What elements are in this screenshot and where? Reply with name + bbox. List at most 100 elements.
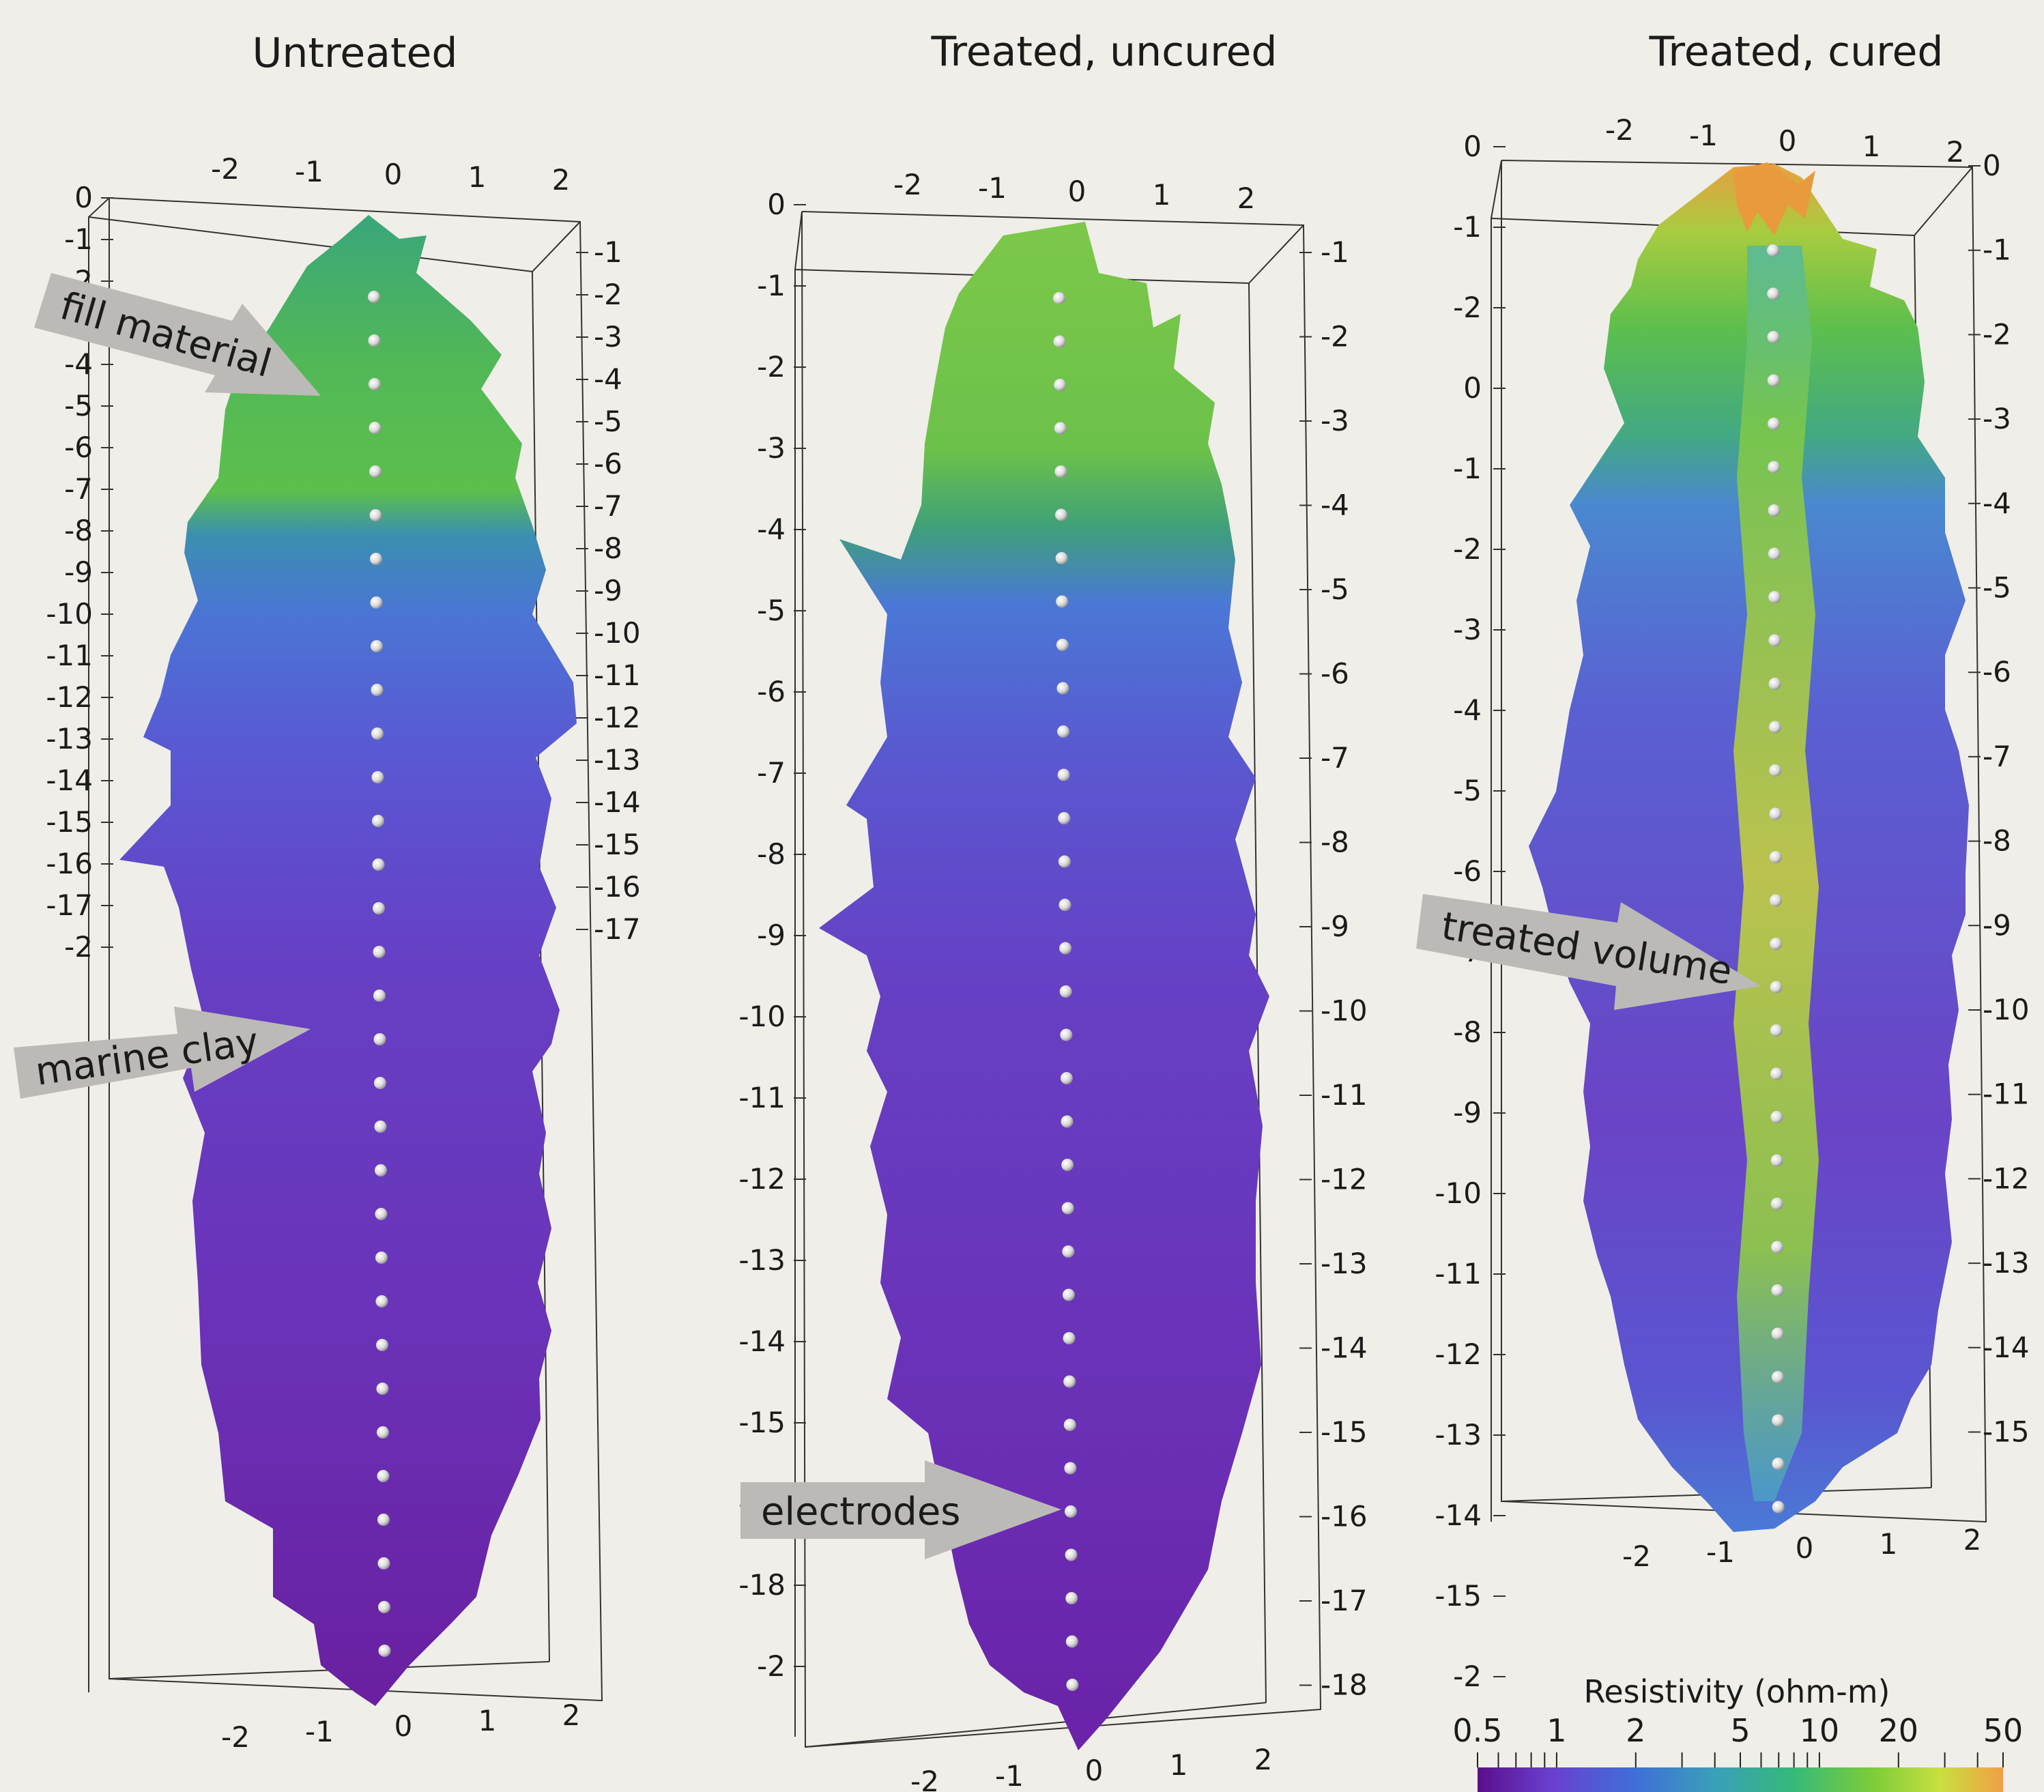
- z-tick-label: -10: [1983, 993, 2030, 1026]
- z-tick-label: -1: [1321, 235, 1349, 269]
- z-tick-label: -15: [594, 828, 641, 861]
- cured-cap: [1733, 162, 1815, 235]
- electrode-sphere: [369, 422, 382, 434]
- z-tick-label: -1: [757, 269, 786, 302]
- electrode-sphere: [375, 1295, 388, 1307]
- resistivity-volume-untreated: [119, 215, 577, 1706]
- electrode-sphere: [1772, 1458, 1785, 1470]
- x-tick-label: -2: [1622, 1540, 1651, 1573]
- electrode-sphere: [1054, 422, 1067, 435]
- x-tick-label: 1: [1170, 1748, 1188, 1782]
- electrode-sphere: [1768, 418, 1781, 430]
- electrode-sphere: [375, 1164, 387, 1176]
- z-tick-label: -17: [594, 912, 641, 946]
- z-tick-label: -8: [594, 532, 622, 565]
- electrode-sphere: [371, 684, 384, 696]
- colorbar-title: Resistivity (ohm-m): [1583, 1673, 1890, 1710]
- z-axis-right: -1 -2 -3 -4 -5 -6 -7 -8 -9 -10 -11 -12 -13 -14 -15 -16 -…: [576, 235, 641, 946]
- z-tick-label: -8: [1321, 826, 1349, 859]
- z-tick-label: -6: [594, 447, 622, 480]
- z-tick-label: -11: [594, 659, 641, 692]
- electrode-sphere: [1055, 508, 1068, 521]
- z-tick-label: -7: [594, 489, 622, 523]
- callout-arrow: [34, 273, 321, 396]
- z-tick-label: -2: [757, 350, 786, 384]
- z-tick-label: -10: [1435, 1176, 1482, 1210]
- z-tick-label: -12: [594, 701, 641, 734]
- x-tick-label: -1: [305, 1715, 334, 1748]
- electrode-sphere: [1066, 1679, 1079, 1691]
- electrode-sphere: [369, 378, 381, 390]
- z-tick-label: 0: [74, 181, 93, 214]
- electrode-sphere: [369, 509, 382, 521]
- z-tick-label: -11: [1321, 1078, 1368, 1112]
- electrode-sphere: [1770, 938, 1783, 950]
- electrode-sphere: [1768, 461, 1781, 474]
- x-axis-top: -2 -1 0 1 2: [211, 152, 570, 197]
- z-tick-label: -5: [1983, 571, 2011, 605]
- x-tick-label: 0: [1796, 1531, 1814, 1565]
- x-tick-label: 1: [1153, 178, 1171, 212]
- x-tick-label: -2: [910, 1765, 939, 1792]
- electrode-sphere: [1769, 764, 1782, 777]
- x-tick-label: -2: [1605, 113, 1634, 147]
- z-tick-label: -10: [738, 1000, 786, 1033]
- colorbar-tick-label: 10: [1800, 1712, 1840, 1749]
- electrode-sphere: [368, 334, 381, 347]
- z-tick-label: -12: [1321, 1163, 1368, 1196]
- z-tick-label: -16: [1321, 1500, 1368, 1533]
- z-tick-label: -14: [594, 785, 641, 819]
- electrode-sphere: [1058, 812, 1071, 824]
- z-tick-label: -10: [46, 597, 93, 631]
- z-tick-label: -8: [1983, 824, 2011, 858]
- electrode-sphere: [1053, 335, 1066, 348]
- colorbar-tick-label: 50: [1983, 1712, 2024, 1749]
- resistivity-volume-treated-uncured: [819, 222, 1269, 1750]
- electrode-sphere: [372, 858, 385, 871]
- electrode-sphere: [1064, 1462, 1077, 1475]
- z-tick-label: -7: [757, 756, 786, 790]
- z-tick-label: -8: [1453, 1015, 1482, 1049]
- z-tick-label: -5: [757, 594, 786, 627]
- electrode-sphere: [1767, 287, 1780, 300]
- z-tick-label: -14: [738, 1325, 786, 1358]
- electrode-sphere: [1063, 1375, 1076, 1388]
- z-tick-label: 0: [767, 188, 786, 221]
- z-tick-label: -2: [1453, 1660, 1482, 1693]
- z-tick-label: -13: [594, 743, 641, 777]
- electrode-sphere: [1060, 1028, 1073, 1041]
- z-tick-label: -14: [1983, 1331, 2030, 1364]
- z-tick-label: -7: [1321, 741, 1349, 775]
- electrode-sphere: [373, 902, 385, 914]
- z-tick-label: -13: [1983, 1246, 2030, 1280]
- z-axis-left: 0-1-2-3-4-5-6-7-8-9-10-11-12-13-14-15-17…: [738, 188, 806, 1683]
- x-tick-label: -1: [995, 1759, 1024, 1792]
- z-tick-label: -15: [46, 805, 93, 839]
- electrode-sphere: [1772, 1501, 1785, 1514]
- z-tick-label: -15: [738, 1406, 786, 1439]
- colorbar-ramp: [1478, 1767, 2003, 1792]
- electrode-sphere: [371, 771, 384, 783]
- z-tick-label: -4: [1453, 693, 1482, 727]
- callout-arrow: [740, 1460, 1061, 1559]
- x-tick-label: 1: [1862, 130, 1881, 163]
- z-tick-label: -3: [1321, 404, 1349, 437]
- callout-label: electrodes: [761, 1490, 960, 1534]
- z-tick-label: -10: [1321, 994, 1368, 1028]
- x-tick-label: 0: [1779, 124, 1797, 158]
- panel-treated-uncured: Treated, uncured 0-1-2-3-4-5-6-7-8-9-10-…: [738, 28, 1367, 1792]
- z-tick-label: -5: [64, 389, 93, 422]
- z-tick-label: -11: [1435, 1257, 1482, 1290]
- z-tick-label: -9: [594, 574, 622, 607]
- z-tick-label: -11: [46, 639, 93, 672]
- electrode-sphere: [1057, 725, 1070, 738]
- electrode-sphere: [372, 815, 384, 827]
- panel-title: Treated, uncured: [931, 28, 1278, 76]
- electrode-sphere: [1770, 1154, 1783, 1167]
- electrode-sphere: [1056, 639, 1069, 651]
- electrode-string: [1053, 292, 1079, 1691]
- x-tick-label: -2: [221, 1720, 250, 1754]
- z-tick-label: -14: [46, 764, 93, 797]
- electrode-sphere: [1059, 899, 1071, 911]
